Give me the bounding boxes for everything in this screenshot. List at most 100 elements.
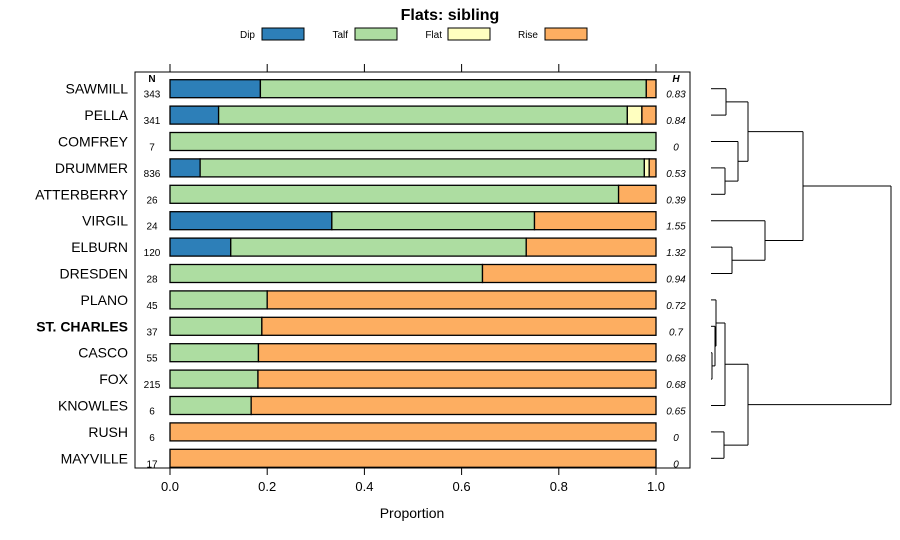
bar-segment-dip [169,105,220,125]
row-h-value: 1.55 [666,222,686,233]
row-h-value: 0.94 [666,275,686,286]
row-h-value: 0 [673,143,679,154]
row-n-count: 120 [144,248,161,259]
x-tick-label: 0.6 [453,479,471,494]
x-tick-label: 0.2 [258,479,276,494]
bar-segment-rise [617,184,657,204]
row-label: DRUMMER [55,160,128,176]
plot-frame [134,71,691,469]
row-n-count: 24 [146,222,158,233]
row-h-value: 0.72 [666,301,686,312]
x-tick-label: 0.0 [161,479,179,494]
bar-segment-rise [257,343,657,363]
row-label: DRESDEN [60,266,128,282]
bar-segment-rise [645,79,657,99]
bar-segment-dip [169,158,201,178]
bar-row: DRUMMER 836 0.53 [55,158,686,180]
bar-row: MAYVILLE 17 0 [61,448,679,470]
row-n-count: 341 [144,116,161,127]
row-h-value: 0.53 [666,169,686,180]
legend-swatch-flat [447,27,491,41]
row-n-count: 28 [146,275,158,286]
bar-segment-flat [643,158,650,178]
bar-row: VIRGIL 24 1.55 [82,211,686,233]
x-axis-label: Proportion [380,505,445,521]
row-label: VIRGIL [82,213,128,229]
row-label: ST. CHARLES [36,318,128,334]
legend-swatch-talf [354,27,398,41]
row-label: SAWMILL [66,81,129,97]
bar-row: RUSH 6 0 [88,422,679,444]
bar-segment-rise [250,395,657,416]
row-h-value: 0.39 [666,195,686,206]
row-n-count: 17 [146,459,158,470]
row-label: KNOWLES [58,398,128,414]
row-label: ELBURN [71,239,128,255]
row-label: PELLA [84,107,128,123]
row-n-count: 7 [149,143,155,154]
bar-segment-rise [169,448,657,468]
legend-swatch-dip [261,27,305,41]
bar-segment-flat [626,105,643,125]
legend-swatch-rise [544,27,588,41]
bar-segment-rise [266,290,657,310]
bar-segment-talf [169,290,268,310]
bar-segment-rise [648,158,657,178]
bar-row: ELBURN 120 1.32 [71,237,686,259]
row-n-count: 26 [146,195,158,206]
bar-segment-talf [230,237,527,257]
bar-row: COMFREY 7 0 [58,131,679,154]
row-n-count: 37 [146,327,158,338]
row-n-count: 343 [144,90,161,101]
row-n-count: 55 [146,354,158,365]
bar-row: KNOWLES 6 0.65 [58,395,686,418]
bar-segment-rise [261,316,657,336]
bar-segment-rise [525,237,657,257]
bar-segment-talf [259,79,647,99]
row-h-value: 0.7 [669,327,683,338]
bar-segment-talf [331,211,536,231]
legend-label-rise: Rise [518,30,538,41]
x-tick-label: 0.4 [355,479,373,494]
bar-row: PLANO 45 0.72 [81,290,686,312]
chart-title: Flats: sibling [401,7,500,24]
bar-row: SAWMILL 343 0.83 [66,79,686,101]
h-column-header: H [672,74,680,85]
row-h-value: 0.65 [666,407,686,418]
bar-segment-talf [169,263,484,284]
row-h-value: 0.68 [666,380,686,391]
bar-segment-rise [169,422,657,442]
row-h-value: 0.84 [666,116,686,127]
bar-row: PELLA 341 0.84 [84,105,686,127]
row-n-count: 836 [144,169,161,180]
bar-segment-talf [169,343,260,363]
bar-row: CASCO 55 0.68 [78,343,686,365]
row-label: PLANO [81,292,129,308]
bar-row: ST. CHARLES 37 0.7 [36,316,683,338]
bar-row: ATTERBERRY 26 0.39 [35,184,686,206]
bar-segment-talf [169,131,657,152]
bar-segment-rise [481,263,657,284]
row-n-count: 45 [146,301,158,312]
bar-rows: SAWMILL 343 0.83 PELLA 341 0.84 COMFREY 7 0 DRUMM… [35,79,686,470]
bar-row: DRESDEN 28 0.94 [60,263,686,286]
bar-segment-talf [217,105,628,125]
row-n-count: 215 [144,380,161,391]
row-h-value: 0 [673,459,679,470]
row-h-value: 0.83 [666,90,686,101]
legend: Dip Talf Flat Rise [240,27,588,41]
row-n-count: 6 [149,407,155,418]
bar-segment-rise [257,369,657,389]
dendrogram [711,88,892,459]
bar-row: FOX 215 0.68 [99,369,686,391]
n-column-header: N [148,74,155,85]
row-h-value: 0.68 [666,354,686,365]
legend-label-flat: Flat [425,30,442,41]
row-n-count: 6 [149,433,155,444]
row-label: COMFREY [58,134,129,150]
bar-segment-talf [169,395,252,416]
x-tick-label: 0.8 [550,479,568,494]
bar-segment-rise [533,211,657,231]
bar-segment-rise [641,105,657,125]
